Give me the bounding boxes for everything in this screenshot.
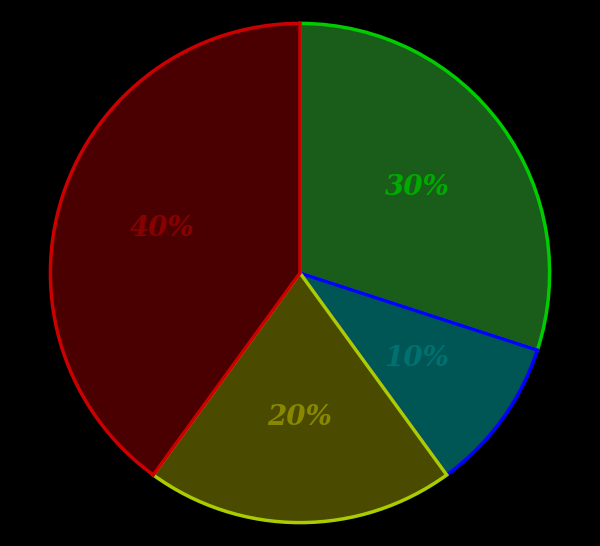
Wedge shape: [50, 23, 300, 475]
Text: 20%: 20%: [268, 404, 332, 431]
Text: 30%: 30%: [385, 174, 449, 201]
Wedge shape: [300, 273, 538, 475]
Text: 10%: 10%: [385, 345, 449, 372]
Wedge shape: [153, 273, 447, 523]
Wedge shape: [300, 23, 550, 350]
Text: 40%: 40%: [130, 215, 195, 242]
